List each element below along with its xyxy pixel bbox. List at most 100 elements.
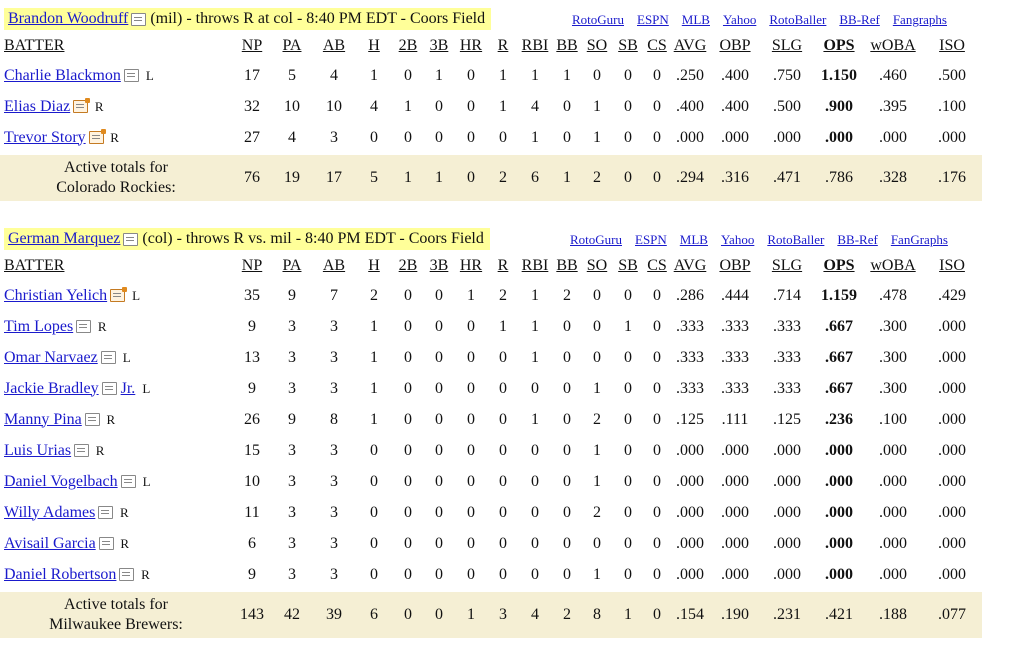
bbref-link[interactable]: BB-Ref — [839, 12, 880, 27]
batter-link[interactable]: Omar Narvaez — [4, 348, 98, 366]
column-header-cs[interactable]: CS — [647, 257, 667, 274]
column-header-ab[interactable]: AB — [322, 257, 346, 274]
column-header-cs[interactable]: CS — [647, 37, 667, 54]
column-header-bb[interactable]: BB — [556, 37, 578, 54]
note-icon[interactable] — [88, 129, 106, 145]
column-header-r[interactable]: R — [497, 37, 509, 54]
stat-hr: 0 — [467, 503, 475, 521]
column-header-pa[interactable]: PA — [282, 257, 302, 274]
column-header-obp[interactable]: OBP — [719, 37, 751, 54]
note-icon[interactable] — [98, 537, 114, 551]
batting-hand: R — [97, 318, 107, 334]
column-header-rbi[interactable]: RBI — [521, 257, 549, 274]
mlb-link[interactable]: MLB — [681, 12, 710, 27]
column-header-2b[interactable]: 2B — [398, 37, 418, 54]
pitcher-link[interactable]: German Marquez — [8, 230, 121, 247]
column-header-rbi[interactable]: RBI — [521, 37, 549, 54]
note-icon[interactable] — [119, 568, 135, 582]
rotoguru-link[interactable]: RotoGuru — [570, 232, 622, 247]
note-icon[interactable] — [98, 506, 114, 520]
batter-link[interactable]: Jackie Bradley — [4, 379, 99, 397]
note-icon[interactable] — [110, 287, 128, 303]
note-icon[interactable] — [123, 232, 139, 246]
batter-link[interactable]: Avisail Garcia — [4, 534, 96, 552]
batting-hand: L — [122, 349, 131, 365]
note-icon[interactable] — [76, 320, 92, 334]
stat-2b: 0 — [404, 348, 412, 366]
espn-link[interactable]: ESPN — [637, 12, 669, 27]
table-row: Daniel Robertson R 9 3 3 0 0 0 0 0 0 0 1 0 0 .000 .000 .0… — [0, 559, 982, 591]
column-header-sb[interactable]: SB — [618, 257, 638, 274]
column-header-batter[interactable]: BATTER — [4, 37, 65, 54]
fangraphs-link[interactable]: FanGraphs — [890, 232, 948, 247]
note-icon[interactable] — [74, 444, 90, 458]
column-header-bb[interactable]: BB — [556, 257, 578, 274]
stat-sb: 1 — [624, 317, 632, 335]
stat-slg: .500 — [773, 97, 801, 115]
column-header-so[interactable]: SO — [586, 257, 608, 274]
batter-link[interactable]: Elias Diaz — [4, 97, 71, 115]
column-header-ops[interactable]: OPS — [823, 257, 855, 274]
batter-link[interactable]: Daniel Vogelbach — [4, 472, 118, 490]
stat-r: 0 — [499, 565, 507, 583]
batter-link[interactable]: Charlie Blackmon — [4, 66, 121, 84]
batter-cell: Daniel Robertson R — [0, 559, 232, 591]
batter-link[interactable]: Trevor Story — [4, 128, 86, 146]
espn-link[interactable]: ESPN — [635, 232, 667, 247]
column-header-hr[interactable]: HR — [459, 37, 483, 54]
pitcher-link[interactable]: Brandon Woodruff — [8, 10, 129, 27]
total-slg: .471 — [760, 153, 814, 201]
rotoballer-link[interactable]: RotoBaller — [769, 12, 827, 27]
note-icon[interactable] — [120, 475, 136, 489]
note-icon[interactable] — [100, 351, 116, 365]
yahoo-link[interactable]: Yahoo — [720, 232, 755, 247]
stat-r: 0 — [499, 348, 507, 366]
note-icon[interactable] — [73, 98, 91, 114]
batter-link[interactable]: Luis Urias — [4, 441, 72, 459]
stat-cs: 0 — [653, 565, 661, 583]
column-header-iso[interactable]: ISO — [939, 257, 965, 274]
column-header-so[interactable]: SO — [586, 37, 608, 54]
yahoo-link[interactable]: Yahoo — [722, 12, 757, 27]
note-icon[interactable] — [123, 69, 139, 83]
column-header-np[interactable]: NP — [241, 257, 263, 274]
column-header-ab[interactable]: AB — [322, 37, 346, 54]
stat-avg: .000 — [676, 128, 704, 146]
column-header-pa[interactable]: PA — [282, 37, 302, 54]
batter-link[interactable]: Tim Lopes — [4, 317, 74, 335]
fangraphs-link[interactable]: Fangraphs — [892, 12, 947, 27]
batter-name-suffix[interactable]: Jr. — [120, 379, 136, 397]
bbref-link[interactable]: BB-Ref — [837, 232, 878, 247]
column-header-r[interactable]: R — [497, 257, 509, 274]
column-header-batter[interactable]: BATTER — [4, 257, 65, 274]
column-header-ops[interactable]: OPS — [823, 37, 855, 54]
column-header-obp[interactable]: OBP — [719, 257, 751, 274]
note-icon[interactable] — [131, 12, 147, 26]
batter-link[interactable]: Willy Adames — [4, 503, 96, 521]
column-header-sb[interactable]: SB — [618, 37, 638, 54]
column-header-h[interactable]: H — [368, 37, 380, 54]
rotoguru-link[interactable]: RotoGuru — [572, 12, 624, 27]
column-header-slg[interactable]: SLG — [771, 257, 803, 274]
stat-hr: 0 — [467, 441, 475, 459]
column-header-avg[interactable]: AVG — [673, 37, 707, 54]
column-header-woba[interactable]: wOBA — [870, 37, 916, 54]
column-header-3b[interactable]: 3B — [429, 257, 449, 274]
batter-link[interactable]: Daniel Robertson — [4, 565, 117, 583]
batter-link[interactable]: Manny Pina — [4, 410, 82, 428]
column-header-iso[interactable]: ISO — [939, 37, 965, 54]
note-icon[interactable] — [101, 382, 117, 396]
column-header-2b[interactable]: 2B — [398, 257, 418, 274]
stat-ab: 3 — [330, 441, 338, 459]
column-header-avg[interactable]: AVG — [673, 257, 707, 274]
rotoballer-link[interactable]: RotoBaller — [767, 232, 825, 247]
column-header-slg[interactable]: SLG — [771, 37, 803, 54]
batter-link[interactable]: Christian Yelich — [4, 286, 108, 304]
column-header-h[interactable]: H — [368, 257, 380, 274]
column-header-woba[interactable]: wOBA — [870, 257, 916, 274]
column-header-3b[interactable]: 3B — [429, 37, 449, 54]
column-header-hr[interactable]: HR — [459, 257, 483, 274]
column-header-np[interactable]: NP — [241, 37, 263, 54]
note-icon[interactable] — [84, 413, 100, 427]
mlb-link[interactable]: MLB — [679, 232, 708, 247]
